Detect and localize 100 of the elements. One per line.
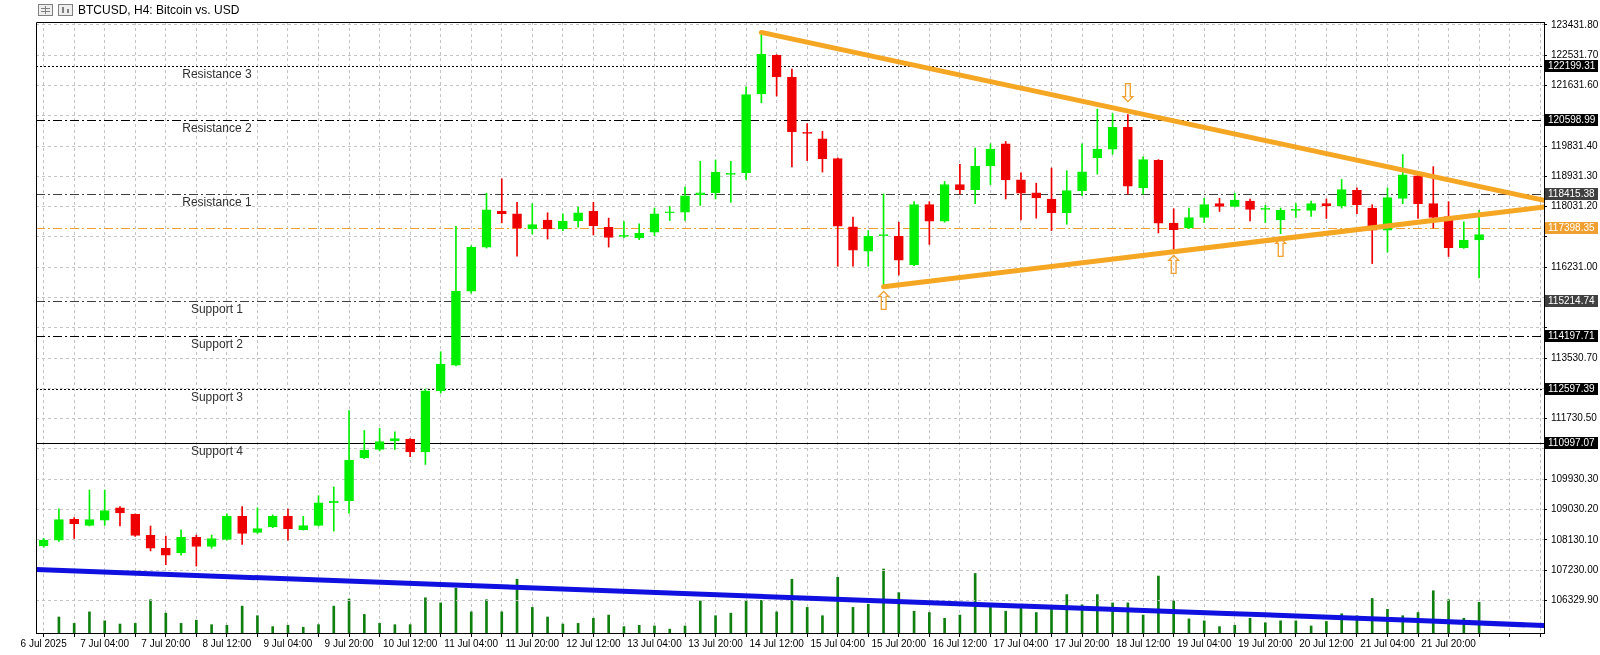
bar <box>546 616 549 633</box>
x-tick-label: 12 Jul 12:00 <box>566 637 622 649</box>
y-tick-label: 113530.70 <box>1551 351 1598 363</box>
x-tick-label: 10 Jul 12:00 <box>382 637 438 649</box>
bar <box>362 614 366 633</box>
annotation: ⇧ <box>1269 233 1292 264</box>
ref-line-label: Support 3 <box>190 390 244 405</box>
bar <box>805 607 809 633</box>
bar <box>1218 626 1221 633</box>
y-tick-label: 111730.50 <box>1551 412 1598 424</box>
y-tick-label: 108130.10 <box>1551 533 1599 545</box>
x-tick-label: 13 Jul 04:00 <box>627 637 683 649</box>
x-tick-label: 21 Jul 04:00 <box>1360 637 1416 649</box>
bar <box>836 576 840 633</box>
x-tick-label: 7 Jul 20:00 <box>141 637 191 649</box>
bar <box>821 615 824 633</box>
bar <box>485 599 488 633</box>
y-tick-label: 122531.70 <box>1551 49 1599 60</box>
bar <box>1050 607 1053 633</box>
bar <box>1111 602 1114 633</box>
bar <box>88 611 91 633</box>
bar <box>1447 599 1450 633</box>
candlestick <box>527 203 538 235</box>
x-tick-label: 20 Jul 12:00 <box>1299 637 1355 649</box>
ref-line-label: Support 2 <box>190 337 244 352</box>
bar <box>698 600 702 633</box>
y-tick-label: 121631.60 <box>1551 79 1599 91</box>
candlestick <box>1474 210 1484 279</box>
candlestick <box>619 221 629 238</box>
bar <box>500 611 504 633</box>
x-tick-label: 18 Jul 12:00 <box>1115 637 1171 649</box>
ref-line-label: Resistance 1 <box>182 195 252 210</box>
ref-line-label: Support 1 <box>190 302 244 317</box>
y-tick-label: 123431.80 <box>1551 18 1599 30</box>
bar <box>317 624 320 633</box>
bar <box>530 607 534 633</box>
bar <box>210 624 213 633</box>
bar <box>943 617 946 633</box>
annotation: 122199.31 <box>1548 60 1596 72</box>
y-tick-label: 109930.30 <box>1551 472 1599 484</box>
y-tick-label: 106329.90 <box>1551 594 1599 606</box>
y-tick-label: 109030.20 <box>1551 503 1599 515</box>
y-tick-label: 107230.00 <box>1551 563 1599 575</box>
annotation: 120598.99 <box>1548 114 1596 126</box>
annotation: 117398.35 <box>1548 222 1595 234</box>
bar <box>1202 620 1206 633</box>
ref-line-label: Resistance 2 <box>182 121 252 136</box>
bar <box>164 612 168 633</box>
bar <box>1096 594 1099 633</box>
annotation: 112597.39 <box>1548 383 1595 395</box>
bar <box>668 628 672 633</box>
bar <box>866 603 870 633</box>
bar <box>1279 620 1282 633</box>
bar <box>760 600 763 633</box>
x-tick-label: 11 Jul 04:00 <box>444 637 499 649</box>
y-tick-label: 116231.00 <box>1551 260 1598 272</box>
x-tick-label: 6 Jul 2025 <box>20 637 68 649</box>
bar <box>271 626 275 633</box>
bar <box>653 625 656 633</box>
bar <box>133 623 137 633</box>
bar <box>1004 610 1008 633</box>
x-tick-label: 14 Jul 12:00 <box>749 637 805 649</box>
x-tick-label: 9 Jul 04:00 <box>263 637 313 649</box>
annotation: ⇧ <box>1162 249 1185 280</box>
bar <box>928 612 931 633</box>
x-tick-label: 19 Jul 04:00 <box>1176 637 1232 649</box>
bar <box>149 599 152 633</box>
x-tick-label: 21 Jul 20:00 <box>1421 637 1477 649</box>
bar <box>897 592 901 633</box>
bar <box>424 597 427 633</box>
bar <box>729 612 733 633</box>
bar <box>592 617 595 633</box>
candlestick <box>955 163 965 195</box>
bar <box>1157 575 1160 633</box>
x-tick-label: 17 Jul 04:00 <box>993 637 1049 649</box>
bar <box>469 611 473 633</box>
x-tick-label: 13 Jul 20:00 <box>688 637 744 649</box>
bar <box>378 623 381 633</box>
x-tick-label: 11 Jul 20:00 <box>505 637 560 649</box>
ref-line-label: Resistance 3 <box>182 67 252 82</box>
bar <box>439 602 443 633</box>
bar <box>1370 598 1374 633</box>
bar <box>332 605 336 633</box>
candlestick <box>1092 108 1103 175</box>
x-tick-label: 16 Jul 12:00 <box>932 637 988 649</box>
bar <box>256 615 259 633</box>
annotation: 118415.38 <box>1548 188 1595 200</box>
bar <box>301 626 305 633</box>
bar <box>72 623 76 633</box>
y-tick-label: 118931.30 <box>1551 170 1598 182</box>
x-tick-label: 7 Jul 04:00 <box>80 637 130 649</box>
annotation: 114197.71 <box>1548 330 1595 342</box>
bar <box>1263 622 1267 633</box>
bar <box>882 568 885 633</box>
annotation: ⇧ <box>872 285 895 316</box>
y-tick-label: 119831.40 <box>1551 139 1598 151</box>
x-tick-label: 8 Jul 12:00 <box>202 637 252 649</box>
chart-title: BTCUSD, H4: Bitcoin vs. USD <box>78 3 240 17</box>
annotation: 115214.74 <box>1548 295 1595 307</box>
annotation: 110997.07 <box>1548 437 1595 449</box>
